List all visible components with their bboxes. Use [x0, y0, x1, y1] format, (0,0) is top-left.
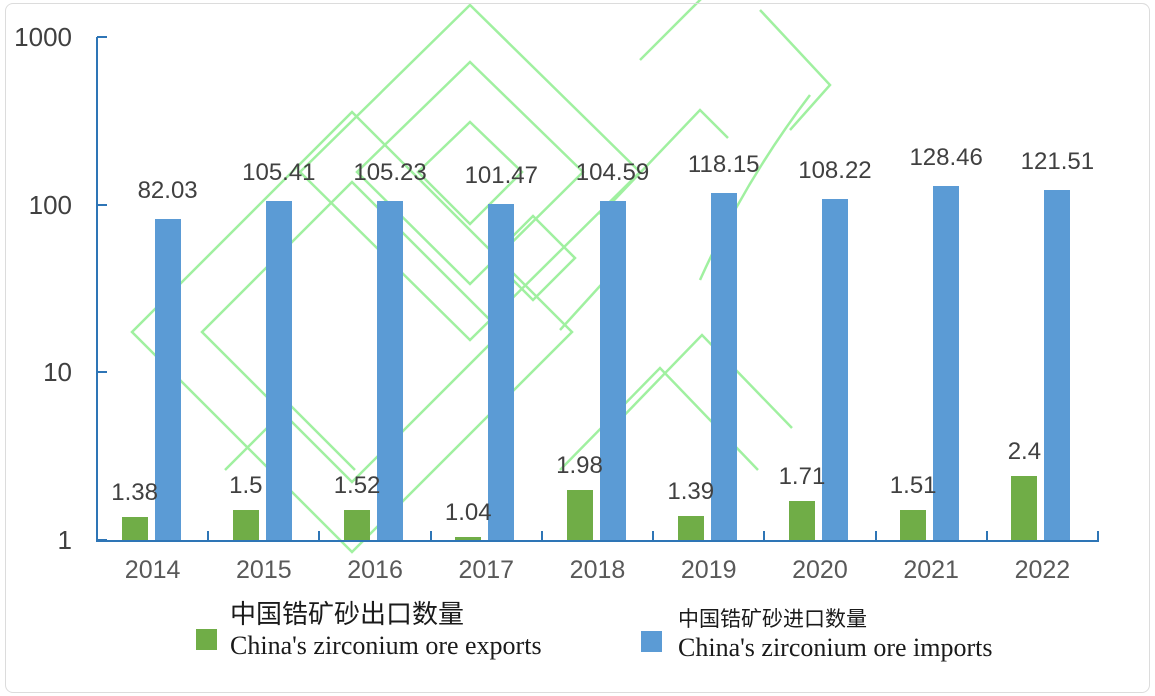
y-axis-label: 100: [28, 189, 72, 220]
legend-label-exports-zh: 中国锆矿砂出口数量: [230, 600, 465, 629]
bar-imports-2017: [488, 204, 515, 540]
bar-exports-2015: [232, 510, 259, 540]
x-tick: [429, 531, 432, 540]
data-label-exports-2022: 2.4: [1007, 438, 1042, 465]
y-axis-label: 10: [43, 357, 72, 388]
x-axis-label-2020: 2020: [792, 556, 848, 584]
data-label-imports-2021: 128.46: [909, 144, 983, 171]
bar-exports-2014: [121, 517, 148, 540]
bar-imports-2015: [265, 201, 292, 540]
x-tick: [985, 531, 988, 540]
data-label-imports-2017: 101.47: [464, 162, 538, 189]
x-axis-label-2014: 2014: [124, 556, 181, 584]
data-label-exports-2016: 1.52: [333, 472, 381, 499]
bar-exports-2017: [455, 537, 482, 540]
data-label-exports-2021: 1.51: [889, 472, 937, 499]
bar-exports-2019: [677, 516, 704, 540]
y-axis-line: [96, 37, 98, 542]
x-axis-label-2018: 2018: [569, 556, 626, 584]
data-label-imports-2022: 121.51: [1020, 148, 1095, 175]
x-axis-label-2015: 2015: [236, 556, 292, 584]
bar-imports-2020: [821, 199, 848, 540]
x-tick: [1097, 531, 1099, 540]
bar-imports-2019: [710, 193, 737, 540]
data-label-exports-2015: 1.5: [229, 472, 263, 499]
x-tick: [874, 531, 877, 540]
y-axis-label: 1000: [14, 22, 72, 52]
data-label-imports-2014: 82.03: [137, 177, 198, 204]
data-label-imports-2020: 108.22: [798, 157, 872, 184]
bar-imports-2016: [377, 201, 404, 540]
x-tick: [96, 531, 98, 540]
bar-exports-2018: [566, 490, 593, 540]
data-label-imports-2018: 104.59: [575, 159, 650, 186]
data-label-imports-2016: 105.23: [353, 159, 427, 186]
x-tick: [763, 531, 766, 540]
x-tick: [652, 531, 655, 540]
x-axis-label-2019: 2019: [680, 556, 737, 584]
bar-imports-2022: [1044, 190, 1071, 540]
y-axis-label: 1: [57, 525, 72, 555]
data-label-exports-2019: 1.39: [667, 478, 715, 505]
data-label-imports-2015: 105.41: [242, 159, 316, 186]
x-axis-line: [96, 540, 1099, 542]
bar-exports-2022: [1011, 476, 1038, 540]
bar-exports-2016: [344, 510, 371, 540]
legend-label-imports-zh: 中国锆矿砂进口数量: [678, 607, 867, 631]
x-tick: [540, 531, 543, 540]
x-axis-label-2022: 2022: [1014, 556, 1071, 584]
data-label-exports-2017: 1.04: [444, 499, 492, 526]
legend-label-exports-en: China's zirconium ore exports: [230, 631, 542, 660]
bar-imports-2018: [599, 201, 626, 540]
x-tick: [318, 531, 321, 540]
data-label-imports-2019: 118.15: [687, 151, 760, 178]
y-tick: [97, 539, 107, 541]
y-tick: [97, 36, 107, 38]
legend-label-imports-en: China's zirconium ore imports: [678, 633, 993, 662]
legend-swatch-imports: [641, 631, 662, 652]
data-label-exports-2020: 1.71: [778, 463, 826, 490]
bar-imports-2021: [933, 186, 960, 540]
data-label-exports-2018: 1.98: [556, 452, 603, 479]
legend: 中国锆矿砂出口数量 China's zirconium ore exports …: [0, 596, 1155, 676]
bar-exports-2020: [788, 501, 815, 540]
data-label-exports-2014: 1.38: [111, 479, 158, 506]
x-axis-label-2016: 2016: [347, 556, 403, 584]
x-axis-label-2021: 2021: [903, 556, 959, 584]
x-tick: [207, 531, 210, 540]
bar-exports-2021: [900, 510, 927, 540]
y-tick: [97, 371, 107, 374]
legend-swatch-exports: [196, 629, 217, 650]
x-axis-label-2017: 2017: [458, 556, 515, 584]
y-tick: [97, 203, 107, 206]
bar-imports-2014: [154, 219, 181, 540]
